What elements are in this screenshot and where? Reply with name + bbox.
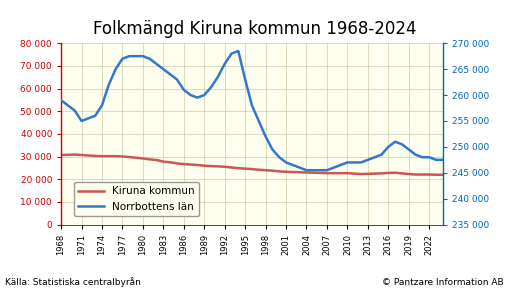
Norrbottens län: [72, 109, 78, 112]
Kiruna kommun: [229, 166, 235, 169]
Text: Folkmängd Kiruna kommun 1968-2024: Folkmängd Kiruna kommun 1968-2024: [93, 20, 416, 38]
Kiruna kommun: [433, 173, 439, 177]
Norrbottens län: [221, 62, 228, 66]
Kiruna kommun: [324, 171, 330, 175]
Text: © Pantzare Information AB: © Pantzare Information AB: [382, 278, 504, 287]
Line: Kiruna kommun: Kiruna kommun: [61, 155, 443, 175]
Kiruna kommun: [331, 171, 337, 175]
Norrbottens län: [58, 98, 64, 102]
Norrbottens län: [337, 163, 344, 167]
Kiruna kommun: [78, 153, 84, 157]
Norrbottens län: [303, 168, 309, 172]
Kiruna kommun: [72, 153, 78, 156]
Legend: Kiruna kommun, Norrbottens län: Kiruna kommun, Norrbottens län: [74, 182, 199, 216]
Text: Källa: Statistiska centralbyrån: Källa: Statistiska centralbyrån: [5, 277, 141, 287]
Norrbottens län: [160, 67, 166, 71]
Kiruna kommun: [167, 160, 173, 164]
Norrbottens län: [331, 166, 337, 169]
Norrbottens län: [235, 49, 241, 53]
Line: Norrbottens län: Norrbottens län: [61, 51, 443, 170]
Kiruna kommun: [440, 173, 446, 177]
Kiruna kommun: [86, 154, 92, 157]
Norrbottens län: [78, 119, 84, 123]
Norrbottens län: [440, 158, 446, 162]
Kiruna kommun: [58, 153, 64, 157]
